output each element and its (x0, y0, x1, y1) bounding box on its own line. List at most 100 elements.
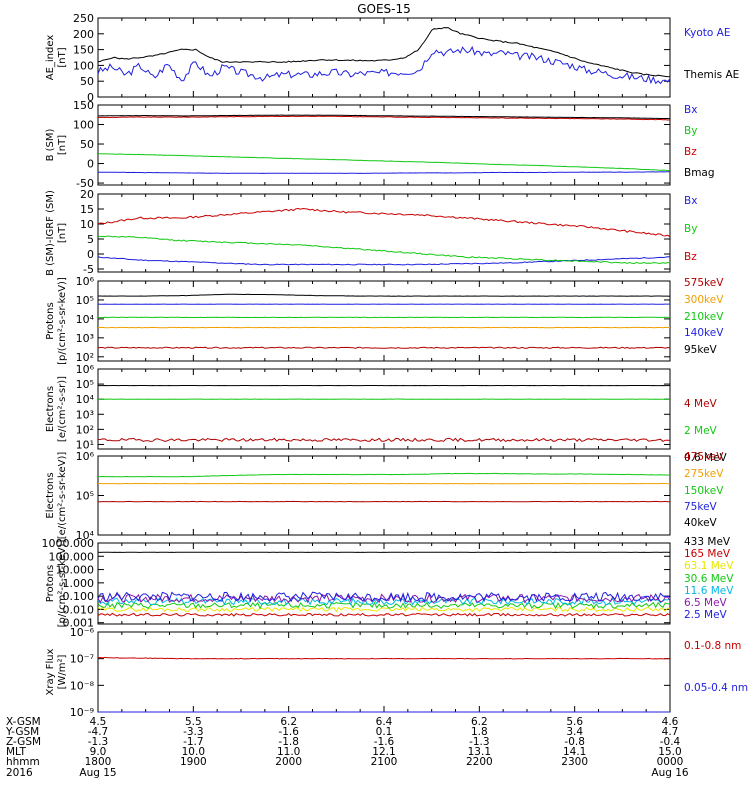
y-axis-label: [nT] (57, 135, 68, 155)
panel-frame (97, 368, 671, 450)
legend-entry: 575keV (684, 277, 724, 289)
y-tick-label: 10⁶ (76, 450, 95, 463)
y-tick-label: 10⁵ (76, 378, 94, 391)
y-tick-label: 10³ (76, 332, 94, 345)
panel-frame (97, 455, 671, 536)
legend-entry: 40keV (684, 517, 718, 529)
series-line (97, 656, 670, 660)
legend-entry: 75keV (684, 501, 718, 513)
legend-entry: 0.6 MeV (684, 452, 728, 464)
ephemeris-value: -4.7 (88, 726, 109, 738)
legend-entry: 2 MeV (684, 425, 718, 437)
y-tick-label: 10⁵ (76, 294, 94, 307)
series-line (97, 612, 671, 617)
y-tick-label: 10 (80, 218, 94, 231)
ephemeris-value: -1.8 (278, 736, 299, 748)
y-tick-label: -50 (76, 177, 94, 190)
ephemeris-value: Aug 15 (79, 767, 116, 779)
ephemeris-row-label: X-GSM (6, 716, 41, 728)
ephemeris-value: -0.8 (564, 736, 585, 748)
ephemeris-value: 14.1 (563, 746, 586, 758)
y-tick-label: 5 (87, 233, 94, 246)
legend-entry: Bz (684, 146, 697, 158)
ephemeris-value: 1800 (85, 756, 112, 768)
ephemeris-value: 5.6 (566, 716, 583, 728)
legend-entry: Bx (684, 195, 697, 207)
ephemeris-value: 6.2 (471, 716, 488, 728)
legend-entry: 11.6 MeV (684, 585, 734, 597)
legend-entry: Bx (684, 104, 697, 116)
ephemeris-value: 2300 (561, 756, 588, 768)
ephemeris-row-label: Y-GSM (5, 726, 39, 738)
legend-entry: 6.5 MeV (684, 597, 728, 609)
ephemeris-value: 0000 (657, 756, 684, 768)
series-line (97, 45, 671, 85)
panel-frame (97, 280, 671, 362)
y-tick-label: 10.000 (56, 564, 95, 577)
legend-entry: By (684, 223, 697, 235)
series-line (97, 115, 670, 121)
y-tick-label: 100.000 (49, 550, 95, 563)
series-line (98, 472, 671, 478)
series-line (97, 235, 670, 265)
y-axis-label: [e/(cm²-s-sr)] (57, 376, 68, 442)
legend-entry: 433 MeV (684, 536, 731, 548)
y-tick-label: 1.000 (63, 577, 95, 590)
legend-entry: 0.1-0.8 nm (684, 640, 741, 652)
series-line (97, 601, 671, 610)
y-axis-label: AE_index (45, 35, 56, 81)
legend-entry: Bmag (684, 167, 715, 179)
ephemeris-row-label: MLT (6, 746, 26, 758)
y-tick-label: 0.010 (63, 603, 95, 616)
ephemeris-value: 15.0 (658, 746, 681, 758)
y-tick-label: 100 (73, 59, 94, 72)
y-axis-label: Electrons (45, 472, 56, 518)
panel-frame (97, 631, 671, 713)
y-tick-label: 10⁴ (76, 313, 95, 326)
ephemeris-value: -3.3 (183, 726, 204, 738)
chart-title: GOES-15 (357, 2, 411, 16)
ephemeris-row-label: 2016 (6, 767, 33, 779)
ephemeris-value: 5.5 (185, 716, 202, 728)
y-axis-label: Protons (45, 302, 56, 339)
ephemeris-value: 2000 (275, 756, 302, 768)
y-tick-label: 10⁴ (76, 529, 95, 542)
y-tick-label: 200 (73, 28, 94, 41)
legend-entry: 140keV (684, 327, 724, 339)
ephemeris-value: 10.0 (182, 746, 205, 758)
y-axis-label: Electrons (45, 386, 56, 432)
y-tick-label: 0.100 (63, 590, 95, 603)
y-tick-label: 10⁴ (76, 393, 95, 406)
y-tick-label: 0 (87, 91, 94, 104)
ephemeris-value: 4.5 (90, 716, 107, 728)
ephemeris-value: 11.0 (277, 746, 300, 758)
legend-entry: Bz (684, 251, 697, 263)
ephemeris-value: 1.8 (471, 726, 488, 738)
legend-entry: 210keV (684, 311, 724, 323)
panel-frame (97, 17, 671, 98)
y-tick-label: 150 (73, 99, 94, 112)
ephemeris-value: 4.6 (662, 716, 679, 728)
y-tick-label: 0.001 (63, 617, 95, 630)
y-axis-label: [nT] (57, 47, 68, 67)
ephemeris-value: -0.4 (660, 736, 681, 748)
ephemeris-row-label: Z-GSM (6, 736, 41, 748)
series-line (97, 346, 671, 349)
ephemeris-value: 6.4 (376, 716, 393, 728)
y-tick-label: 15 (80, 203, 94, 216)
series-line (97, 606, 671, 613)
y-tick-label: 250 (73, 12, 94, 25)
legend-entry: 2.5 MeV (684, 609, 728, 621)
y-tick-label: 50 (80, 138, 94, 151)
ephemeris-value: 0.1 (376, 726, 393, 738)
ephemeris-value: 4.7 (662, 726, 679, 738)
legend-entry: Themis AE (683, 69, 739, 81)
y-tick-label: 10² (76, 351, 94, 364)
ephemeris-value: 9.0 (90, 746, 107, 758)
y-tick-label: 100 (73, 119, 94, 132)
series-line (98, 293, 671, 297)
legend-entry: 4 MeV (684, 398, 718, 410)
y-tick-label: 10⁵ (76, 490, 94, 503)
legend-entry: 300keV (684, 294, 724, 306)
